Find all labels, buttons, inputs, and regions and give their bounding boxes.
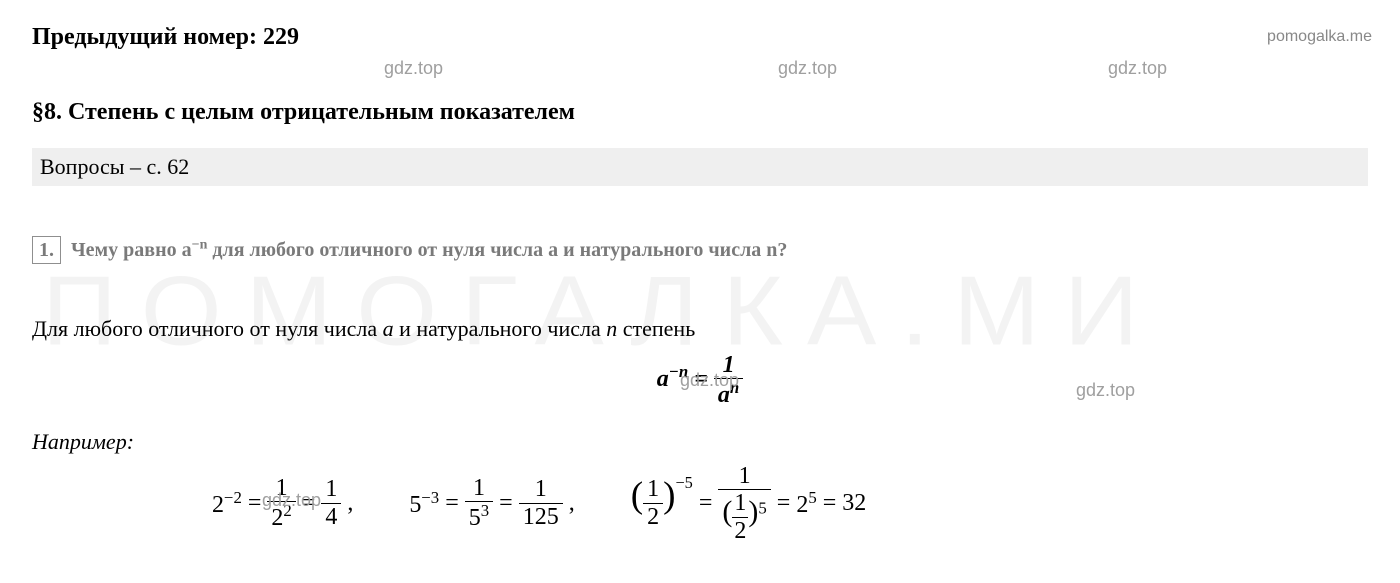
questions-bar: Вопросы – с. 62 <box>32 148 1368 186</box>
e1-frac2: 1 4 <box>321 476 341 530</box>
examples-row: 2−2 = 1 22 = 1 4 , 5−3 = 1 53 <box>32 463 1368 544</box>
e1-f1-den-base: 2 <box>271 505 283 531</box>
question-text-exp: −n <box>192 237 208 252</box>
example-1: 2−2 = 1 22 = 1 4 , <box>212 475 353 532</box>
example-label: Например: <box>32 429 1368 455</box>
example-2: 5−3 = 1 53 = 1 125 , <box>409 475 574 532</box>
e2-base: 5 <box>409 492 421 518</box>
e3-f1-den: ( 1 2 )5 <box>718 490 770 544</box>
e3-inner-num: 1 <box>643 476 663 503</box>
e3-inner-frac: 1 2 <box>643 476 663 530</box>
question-text-post: для любого отличного от нуля числа a и н… <box>207 239 787 261</box>
formula-lhs-base: a <box>657 366 669 392</box>
page: ПОМОГАЛКА.МИ Предыдущий номер: 229 §8. С… <box>0 24 1400 544</box>
e1-f1-den-exp: 2 <box>283 501 291 520</box>
e2-f1-den-base: 5 <box>469 505 481 531</box>
watermark-big-wrap: ПОМОГАЛКА.МИ <box>42 252 1358 362</box>
e1-exp: −2 <box>224 488 242 507</box>
answer-intro-a: a <box>383 316 394 341</box>
e2-f1-den-exp: 3 <box>481 501 489 520</box>
formula-rhs-num: 1 <box>714 352 743 379</box>
e1-f2-den: 4 <box>321 504 341 530</box>
formula-rhs-fraction: 1 an <box>714 352 743 409</box>
e1-f1-num: 1 <box>267 475 295 502</box>
previous-number-value: 229 <box>263 24 299 50</box>
e3-f1-num: 1 <box>718 463 770 490</box>
e3-res-exp: 5 <box>808 488 816 507</box>
e3-res-base: 2 <box>796 492 808 518</box>
previous-number-label: Предыдущий номер: <box>32 24 257 50</box>
e3-f1-den-inner-num: 1 <box>732 490 748 517</box>
e3-lhs: ( 1 2 )−5 <box>631 476 693 530</box>
e2-tail: , <box>569 490 575 517</box>
e3-inner-den: 2 <box>643 504 663 530</box>
answer-intro-p3: степень <box>617 316 695 341</box>
formula-lhs-exp: −n <box>669 362 689 381</box>
formula-rhs-den: an <box>714 379 743 408</box>
e2-f1-num: 1 <box>465 475 493 502</box>
e2-frac2: 1 125 <box>519 476 563 530</box>
e1-f1-den: 22 <box>267 502 295 531</box>
question-text-pre: Чему равно a <box>71 239 192 261</box>
previous-number-line: Предыдущий номер: 229 <box>32 24 1368 51</box>
e3-frac1: 1 ( 1 2 )5 <box>718 463 770 544</box>
question-block: 1. Чему равно a−n для любого отличного о… <box>32 236 1368 264</box>
question-text: Чему равно a−n для любого отличного от н… <box>71 239 787 261</box>
e2-frac1: 1 53 <box>465 475 493 532</box>
e2-f2-den: 125 <box>519 504 563 530</box>
e3-outer-exp: −5 <box>675 473 692 492</box>
e2-f2-num: 1 <box>519 476 563 503</box>
e3-f1-den-inner-den: 2 <box>732 518 748 544</box>
e2-exp: −3 <box>421 488 439 507</box>
e2-f1-den: 53 <box>465 502 493 531</box>
e1-frac1: 1 22 <box>267 475 295 532</box>
e1-f2-num: 1 <box>321 476 341 503</box>
question-number: 1. <box>32 236 61 264</box>
e3-f1-den-inner: 1 2 <box>732 490 748 544</box>
main-formula: a−n = 1 an <box>32 352 1368 409</box>
formula-rhs-den-exp: n <box>730 378 739 397</box>
answer-intro-p1: Для любого отличного от нуля числа <box>32 316 383 341</box>
answer-intro-p2: и натурального числа <box>394 316 607 341</box>
section-title: §8. Степень с целым отрицательным показа… <box>32 99 1368 126</box>
watermark-big: ПОМОГАЛКА.МИ <box>42 255 1358 362</box>
answer-intro-n: n <box>606 316 617 341</box>
e1-tail: , <box>347 490 353 517</box>
answer-intro: Для любого отличного от нуля числа a и н… <box>32 316 1368 342</box>
example-3: ( 1 2 )−5 = 1 ( 1 2 )5 = 25 = 32 <box>631 463 867 544</box>
e3-f1-den-exp: 5 <box>758 499 766 518</box>
e1-base: 2 <box>212 492 224 518</box>
formula-rhs-den-base: a <box>718 382 730 408</box>
e3-res-val: 32 <box>842 490 866 517</box>
